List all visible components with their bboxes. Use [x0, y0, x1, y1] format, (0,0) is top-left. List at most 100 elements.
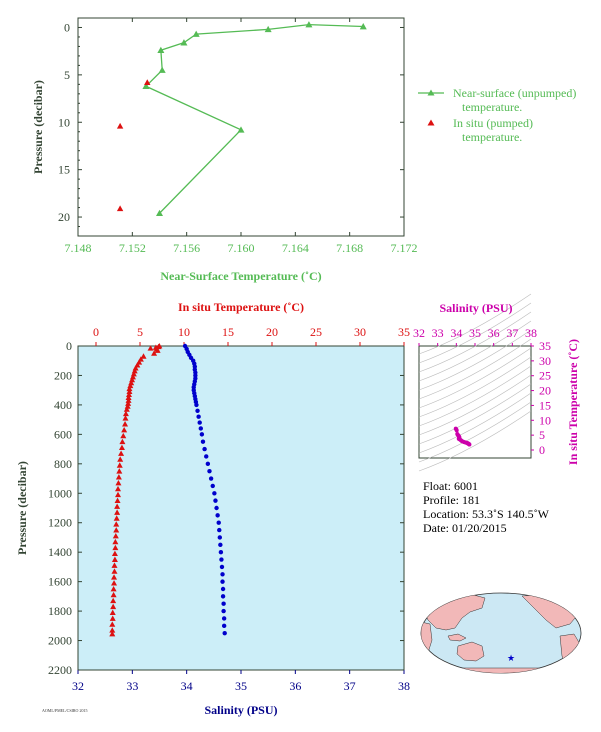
x-tick-label: 7.156 — [173, 241, 200, 255]
temperature-point — [111, 550, 118, 557]
temperature-point — [125, 394, 132, 400]
temperature-point — [124, 403, 131, 409]
near-surface-y-label: Pressure (decibar) — [31, 80, 45, 174]
ts-temperature-tick-label: 0 — [539, 443, 545, 457]
pressure-tick-label: 600 — [54, 427, 72, 441]
temperature-point — [113, 521, 120, 527]
ts-density-contours — [418, 293, 532, 472]
x-tick-label: 7.168 — [336, 241, 363, 255]
salinity-tick-label: 36 — [289, 679, 301, 693]
temperature-point — [128, 379, 135, 386]
y-tick-label: 20 — [58, 210, 70, 224]
salinity-point — [213, 498, 218, 503]
pressure-tick-label: 0 — [66, 339, 72, 353]
salinity-point — [221, 616, 227, 621]
salinity-tick-label: 33 — [126, 679, 138, 693]
temperature-tick-label: 0 — [93, 325, 99, 339]
salinity-tick-label: 37 — [344, 679, 356, 693]
salinity-point — [220, 572, 225, 577]
temperature-point — [109, 615, 116, 621]
density-contour — [418, 392, 532, 454]
salinity-point — [221, 623, 227, 629]
float-position-marker: ★ — [507, 653, 515, 663]
density-contour — [418, 356, 532, 418]
x-tick-label: 7.160 — [228, 241, 255, 255]
temperature-tick-label: 5 — [137, 325, 143, 339]
ts-salinity-ticks: 32 33 34 35 36 37 38 — [413, 326, 537, 346]
map-land-indonesia — [447, 633, 467, 642]
map-land-south-america — [559, 633, 581, 669]
pressure-tick-label: 2000 — [48, 634, 72, 648]
salinity-tick-label: 38 — [398, 679, 410, 693]
near-surface-chart: 7.148 7.152 7.156 7.160 7.164 7.168 7.172 0 5 10… — [31, 17, 576, 283]
ts-temperature-tick-label: 30 — [539, 354, 551, 368]
temperature-point — [109, 621, 116, 627]
temperature-tick-label: 30 — [354, 325, 366, 339]
unpumped-temperature-point — [192, 30, 200, 37]
salinity-point — [198, 426, 203, 431]
unpumped-temperature-point — [180, 39, 188, 46]
salinity-point — [212, 491, 217, 496]
legend-label-pumped-1: In situ (pumped) — [453, 116, 533, 130]
temperature-point — [116, 462, 123, 468]
density-contour — [418, 401, 532, 463]
salinity-point — [220, 594, 226, 599]
temperature-point — [114, 497, 121, 504]
temperature-point — [110, 603, 117, 610]
ts-temperature-label: In situ Temperature (˚C) — [566, 339, 580, 465]
density-contour — [418, 374, 532, 436]
temperature-point — [115, 479, 122, 486]
ts-salinity-label: Salinity (PSU) — [439, 301, 512, 315]
density-contour — [418, 302, 532, 364]
temperature-point — [113, 527, 120, 533]
ts-salinity-tick-label: 32 — [413, 326, 425, 340]
salinity-point — [195, 408, 200, 413]
pumped-temperature-point — [144, 79, 151, 86]
salinity-point — [199, 432, 205, 437]
unpumped-temperature-point — [237, 126, 245, 133]
temperature-point — [114, 503, 121, 509]
ts-salinity-tick-label: 37 — [506, 326, 518, 340]
temperature-point — [123, 406, 130, 412]
temperature-point — [109, 627, 116, 633]
temperature-point — [140, 353, 147, 359]
temperature-point — [122, 415, 129, 421]
pumped-temperature-point — [116, 205, 124, 212]
density-contour — [418, 383, 532, 445]
temperature-tick-label: 15 — [222, 325, 234, 339]
y-tick-label: 0 — [64, 20, 70, 34]
salinity-point — [208, 476, 214, 481]
salinity-point — [219, 557, 224, 562]
temperature-point — [110, 597, 117, 604]
float-info: Float: 6001 Profile: 181 Location: 53.3˚… — [423, 479, 550, 535]
legend-marker-pumped — [427, 119, 435, 126]
temperature-tick-label: 35 — [398, 325, 410, 339]
salinity-point — [200, 439, 206, 444]
unpumped-temperature-point — [157, 46, 165, 54]
unpumped-temperature-point — [264, 25, 272, 33]
temperature-point — [126, 385, 133, 392]
profile-plot-area — [77, 345, 405, 671]
near-surface-series — [116, 21, 367, 217]
pressure-tick-label: 1600 — [48, 575, 72, 589]
pressure-tick-label: 1800 — [48, 604, 72, 618]
temperature-point — [111, 580, 118, 586]
density-contour — [418, 347, 532, 409]
salinity-point — [217, 535, 223, 540]
ts-points — [453, 426, 472, 447]
unpumped-temperature-line — [144, 23, 364, 214]
temperature-point — [126, 388, 133, 395]
profile-chart: 0 5 10 15 20 25 30 35 32 33 34 35 36 37 38 0 200 400 600… — [15, 300, 410, 717]
salinity-point — [194, 402, 199, 408]
legend-label-pumped-2: temperature. — [462, 130, 522, 144]
ts-salinity-tick-label: 33 — [432, 326, 444, 340]
x-tick-label: 7.152 — [119, 241, 146, 255]
temperature-point — [109, 630, 116, 637]
x-tick-label: 7.164 — [282, 241, 309, 255]
salinity-point — [218, 542, 223, 548]
y-tick-label: 5 — [64, 68, 70, 82]
map-land-antarctica — [421, 667, 581, 673]
temperature-point — [115, 491, 121, 498]
